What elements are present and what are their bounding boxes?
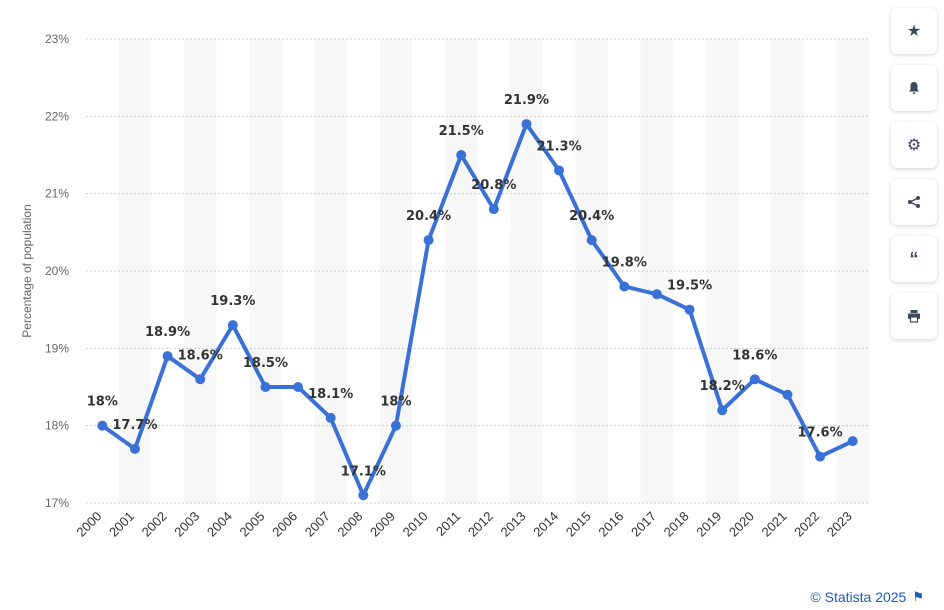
data-label-2009: 18% xyxy=(380,395,411,410)
data-label-2015: 20.4% xyxy=(569,209,614,224)
y-axis-label: Percentage of population xyxy=(20,204,34,337)
x-tick-label: 2019 xyxy=(693,509,724,540)
data-point-2007 xyxy=(325,412,336,423)
data-label-2001: 17.7% xyxy=(112,418,157,433)
data-point-2000 xyxy=(97,420,108,431)
x-tick-label: 2015 xyxy=(563,509,594,540)
x-tick-label: 2000 xyxy=(73,509,104,540)
x-tick-label: 2016 xyxy=(595,509,626,540)
data-point-2020 xyxy=(749,374,760,385)
x-tick-label: 2023 xyxy=(824,509,855,540)
data-point-2014 xyxy=(554,165,565,176)
x-tick-label: 2021 xyxy=(759,509,790,540)
x-tick-label: 2010 xyxy=(400,509,431,540)
data-point-2011 xyxy=(456,150,467,160)
data-point-2008 xyxy=(358,490,369,501)
data-point-2003 xyxy=(195,374,206,385)
data-label-2003: 18.6% xyxy=(178,348,223,363)
data-label-2004: 19.3% xyxy=(210,294,255,309)
data-point-2018 xyxy=(684,304,695,315)
data-point-2005 xyxy=(260,382,271,392)
data-label-2005: 18.5% xyxy=(243,356,288,371)
data-point-2006 xyxy=(293,382,304,392)
x-tick-label: 2011 xyxy=(433,509,463,539)
settings-button[interactable]: ⚙ xyxy=(891,122,937,168)
x-tick-label: 2020 xyxy=(726,509,757,540)
data-point-2015 xyxy=(586,235,597,246)
share-button[interactable] xyxy=(891,179,937,225)
x-tick-label: 2014 xyxy=(530,509,561,540)
data-label-2007: 18.1% xyxy=(308,387,353,402)
x-tick-label: 2013 xyxy=(498,509,529,540)
data-label-2022: 17.6% xyxy=(798,426,843,441)
x-tick-label: 2002 xyxy=(139,509,170,540)
data-point-2023 xyxy=(847,436,858,447)
data-point-2016 xyxy=(619,281,630,292)
notification-button[interactable] xyxy=(891,65,937,111)
data-label-2018: 19.5% xyxy=(667,279,712,294)
band-2011 xyxy=(444,39,478,503)
quote-icon: “ xyxy=(909,248,919,269)
data-label-2012: 20.8% xyxy=(471,178,516,193)
x-tick-label: 2004 xyxy=(204,509,235,540)
data-label-2020: 18.6% xyxy=(732,348,777,363)
data-label-2000: 18% xyxy=(87,395,118,410)
x-tick-label: 2008 xyxy=(334,509,365,540)
x-tick-label: 2007 xyxy=(302,509,333,540)
cite-button[interactable]: “ xyxy=(891,236,937,282)
share-icon xyxy=(908,196,920,208)
bell-icon xyxy=(909,82,919,94)
data-label-2011: 21.5% xyxy=(439,124,484,139)
data-point-2019 xyxy=(717,405,728,416)
y-tick-label: 20% xyxy=(45,264,69,278)
x-tick-label: 2006 xyxy=(269,509,300,540)
band-2017 xyxy=(640,39,674,503)
data-point-2009 xyxy=(390,420,401,431)
series-line xyxy=(100,122,855,498)
x-tick-label: 2005 xyxy=(237,509,268,540)
data-point-2001 xyxy=(129,443,140,454)
data-point-2021 xyxy=(782,389,793,400)
data-point-2002 xyxy=(162,351,173,362)
data-point-2010 xyxy=(423,235,434,246)
x-tick-label: 2018 xyxy=(661,509,692,540)
x-tick-label: 2017 xyxy=(628,509,659,540)
data-point-2022 xyxy=(815,451,826,462)
data-label-2019: 18.2% xyxy=(700,379,745,394)
data-label-2016: 19.8% xyxy=(602,255,647,270)
data-point-2017 xyxy=(651,289,662,300)
print-icon xyxy=(908,310,920,323)
x-tick-label: 2012 xyxy=(465,509,496,540)
data-point-2013 xyxy=(521,119,532,130)
data-label-2010: 20.4% xyxy=(406,209,451,224)
data-label-2002: 18.9% xyxy=(145,325,190,340)
data-label-2008: 17.1% xyxy=(341,464,386,479)
print-button[interactable] xyxy=(891,293,937,339)
gear-icon: ⚙ xyxy=(906,137,922,154)
x-tick-label: 2022 xyxy=(791,509,822,540)
data-label-2013: 21.9% xyxy=(504,93,549,108)
y-tick-label: 21% xyxy=(45,187,69,201)
toolbar: ★ ⚙ “ xyxy=(891,8,937,350)
y-tick-label: 23% xyxy=(45,32,69,46)
y-tick-label: 19% xyxy=(45,341,69,355)
y-tick-label: 22% xyxy=(45,109,69,123)
line-chart: 17% 18% 19% 20% 21% 22% 23% Percentage of popul… xyxy=(20,32,869,540)
favorite-button[interactable]: ★ xyxy=(891,8,937,54)
statista-credit[interactable]: © Statista 2025 ⚑ xyxy=(810,589,924,605)
y-tick-label: 18% xyxy=(45,419,69,433)
data-label-2014: 21.3% xyxy=(537,139,582,154)
x-tick-label: 2001 xyxy=(106,509,137,540)
star-icon: ★ xyxy=(906,23,922,40)
flag-icon: ⚑ xyxy=(912,589,924,604)
x-tick-label: 2009 xyxy=(367,509,398,540)
data-point-2012 xyxy=(488,204,499,215)
data-point-2004 xyxy=(227,320,238,331)
credit-text: © Statista 2025 xyxy=(810,589,907,605)
x-tick-label: 2003 xyxy=(171,509,202,540)
y-tick-label: 17% xyxy=(45,496,69,510)
